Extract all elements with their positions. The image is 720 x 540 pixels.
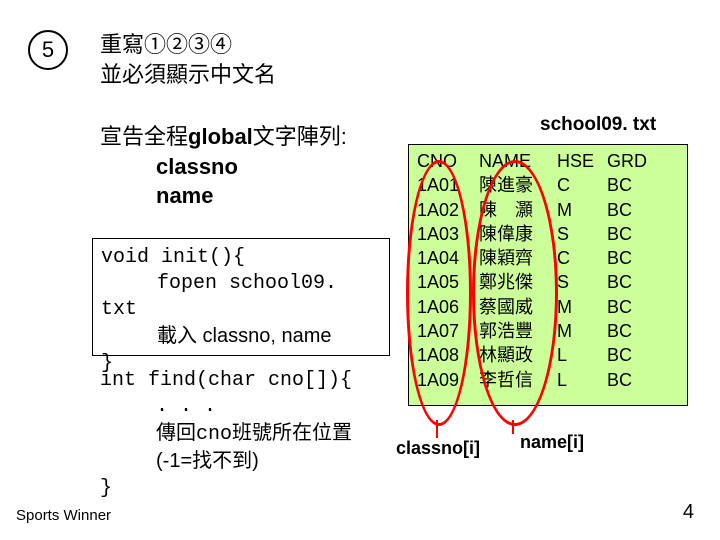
- code-line: }: [100, 476, 352, 502]
- code-line: . . .: [100, 394, 352, 420]
- table-cell: BC: [607, 173, 657, 197]
- title-line2: 並必須顯示中文名: [100, 60, 276, 90]
- col-header: HSE: [557, 149, 607, 173]
- code-init-box: void init(){ fopen school09. txt 載入 clas…: [92, 238, 390, 356]
- table-cell: M: [557, 319, 607, 343]
- title-block: 重寫①②③④ 並必須顯示中文名: [100, 30, 276, 89]
- table-cell: M: [557, 295, 607, 319]
- declare-block: 宣告全程global文字陣列: classno name: [100, 122, 347, 211]
- table-cell: BC: [607, 246, 657, 270]
- declare-name: name: [156, 181, 347, 211]
- table-cell: BC: [607, 295, 657, 319]
- table-cell: BC: [607, 198, 657, 222]
- code-line: void init(){: [101, 245, 381, 271]
- table-cell: BC: [607, 222, 657, 246]
- footer-title: Sports Winner: [16, 507, 111, 524]
- table-cell: S: [557, 222, 607, 246]
- table-cell: C: [557, 246, 607, 270]
- table-cell: BC: [607, 270, 657, 294]
- code-line: int find(char cno[]){: [100, 368, 352, 394]
- table-cell: M: [557, 198, 607, 222]
- col-header: GRD: [607, 149, 657, 173]
- table-cell: L: [557, 343, 607, 367]
- table-filename: school09. txt: [540, 114, 656, 136]
- highlight-oval-classno: [406, 160, 472, 426]
- highlight-oval-name: [472, 160, 558, 426]
- code-line: fopen school09. txt: [101, 271, 381, 323]
- title-line1: 重寫①②③④: [100, 30, 276, 60]
- table-cell: BC: [607, 319, 657, 343]
- arrow-line: [512, 420, 514, 434]
- label-classno-i: classno[i]: [396, 438, 480, 459]
- table-cell: BC: [607, 368, 657, 392]
- code-line: (-1=找不到): [100, 448, 352, 476]
- declare-line1: 宣告全程global文字陣列:: [100, 122, 347, 152]
- table-header-row: CNO NAME HSE GRD: [417, 149, 679, 173]
- table-cell: C: [557, 173, 607, 197]
- table-cell: S: [557, 270, 607, 294]
- code-find-block: int find(char cno[]){ . . . 傳回cno班號所在位置 …: [100, 368, 352, 502]
- table-cell: BC: [607, 343, 657, 367]
- page-number: 4: [683, 501, 694, 524]
- step-number-circle: 5: [28, 30, 68, 70]
- table-cell: L: [557, 368, 607, 392]
- arrow-line: [436, 420, 438, 438]
- step-number: 5: [42, 37, 54, 63]
- declare-classno: classno: [156, 152, 347, 182]
- code-line: 傳回cno班號所在位置: [100, 420, 352, 448]
- code-line: 載入 classno, name: [101, 323, 381, 351]
- label-name-i: name[i]: [520, 432, 584, 453]
